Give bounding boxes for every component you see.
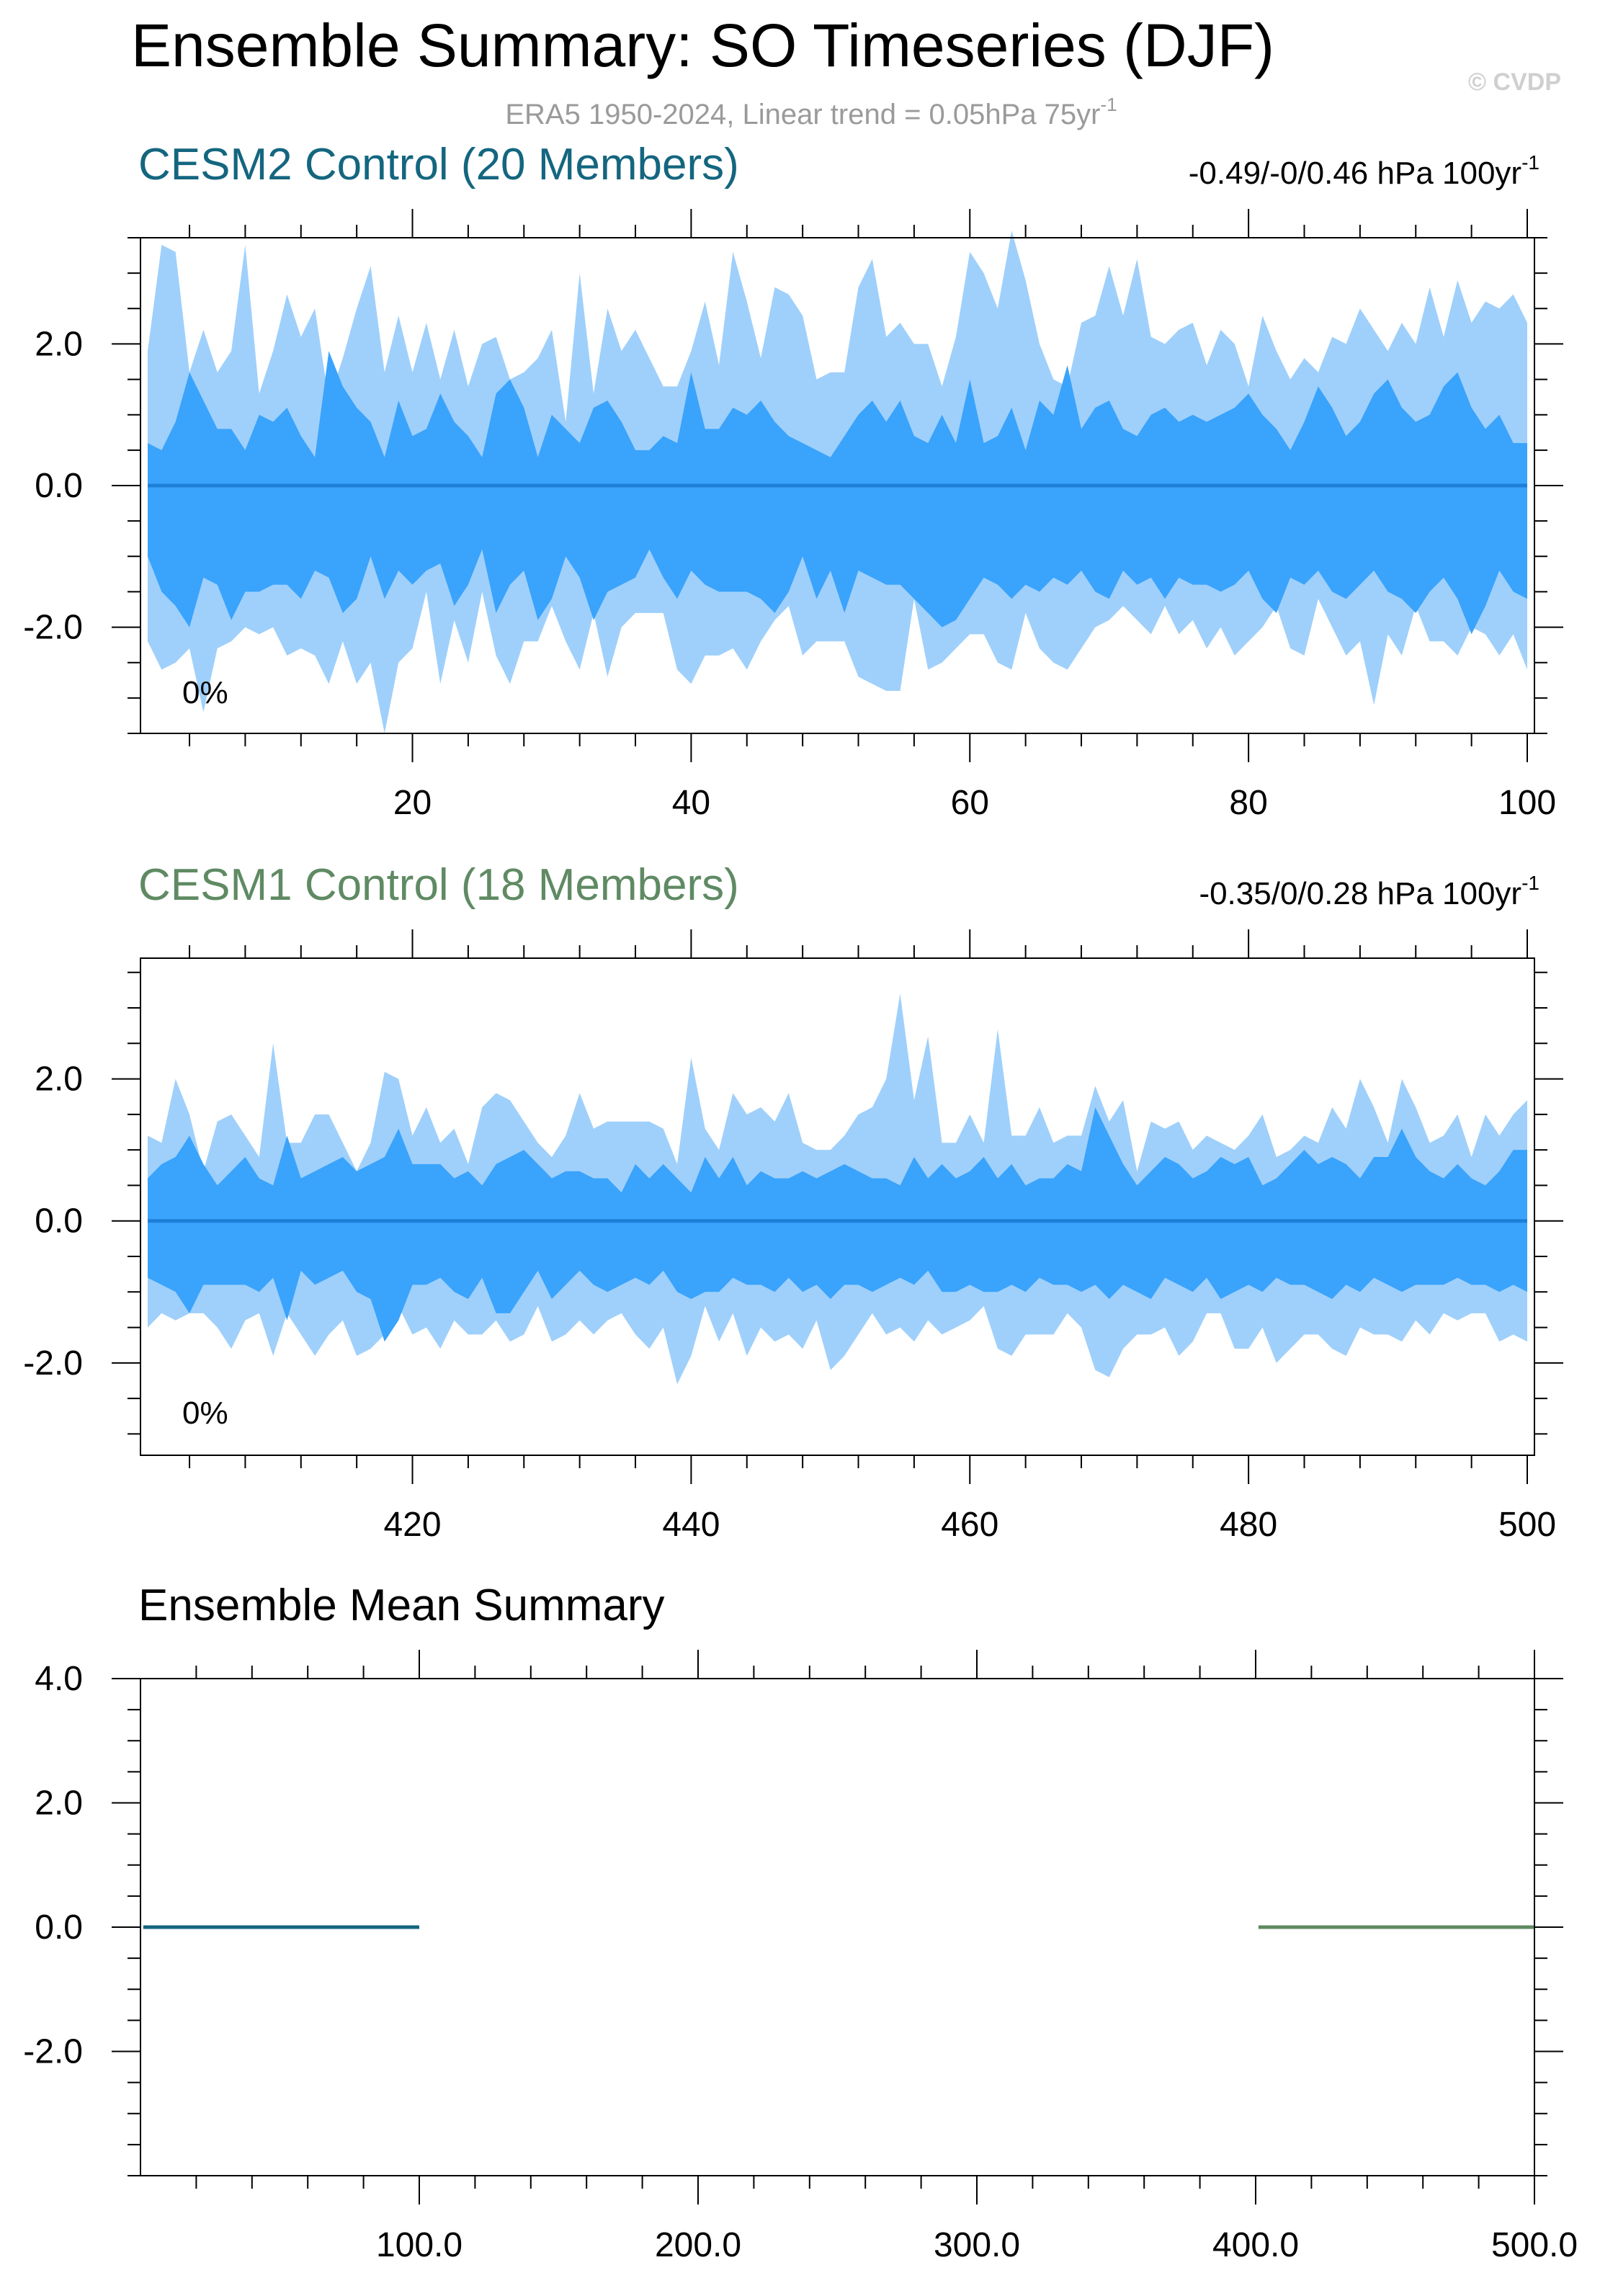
y-tick-label: 2.0 [35, 325, 83, 363]
panel1-trend: -0.49/-0/0.46 hPa 100yr-1 [1189, 151, 1539, 191]
panel2-trend-text: -0.35/0/0.28 hPa 100yr [1199, 876, 1521, 911]
x-tick-label: 40 [672, 784, 710, 822]
panel1-trend-text: -0.49/-0/0.46 hPa 100yr [1189, 156, 1521, 191]
x-tick-label: 420 [383, 1506, 441, 1544]
inner-band-area [148, 351, 1527, 635]
y-tick-label: 0.0 [35, 467, 83, 505]
y-tick-label: 2.0 [35, 1060, 83, 1099]
x-tick-label: 20 [393, 784, 432, 822]
y-tick-label: -2.0 [23, 2033, 83, 2071]
x-tick-label: 100 [1498, 784, 1556, 822]
x-tick-label: 500 [1498, 1506, 1556, 1544]
watermark: © CVDP [1468, 68, 1561, 96]
subtitle-sup: -1 [1101, 94, 1117, 115]
y-tick-label: 0.0 [35, 1202, 83, 1241]
x-tick-label: 200.0 [655, 2226, 741, 2264]
panel2-trend-sup: -1 [1521, 872, 1539, 894]
x-tick-label: 100.0 [376, 2226, 462, 2264]
panel1-percent: 0% [182, 675, 228, 710]
x-tick-label: 480 [1220, 1506, 1277, 1544]
panel3-title: Ensemble Mean Summary [138, 1581, 665, 1630]
inner-band-area [148, 1107, 1527, 1342]
panel2-trend: -0.35/0/0.28 hPa 100yr-1 [1199, 872, 1539, 911]
panel1-plot: -2.0 0.0 2.0 20 40 60 80 100 [23, 209, 1563, 822]
x-tick-label: 400.0 [1212, 2226, 1299, 2264]
panel1-trend-sup: -1 [1521, 151, 1539, 174]
subtitle: ERA5 1950-2024, Linear trend = 0.05hPa 7… [505, 94, 1117, 130]
x-tick-label: 80 [1229, 784, 1267, 822]
y-tick-label: 2.0 [35, 1784, 83, 1823]
y-tick-label: 4.0 [35, 1660, 83, 1698]
panel2-plot: -2.0 0.0 2.0 420 440 460 480 500 [23, 929, 1563, 1544]
x-tick-label: 460 [941, 1506, 998, 1544]
x-tick-label: 60 [951, 784, 989, 822]
panel3-plot: -2.0 0.0 2.0 4.0 100.0 200.0 300.0 400.0 500.0 [23, 1650, 1578, 2264]
panel1-title: CESM2 Control (20 Members) [138, 140, 739, 189]
panel2-title: CESM1 Control (18 Members) [138, 860, 739, 910]
x-tick-label: 440 [662, 1506, 720, 1544]
plot-frame [140, 957, 1535, 1456]
y-tick-label: -2.0 [23, 609, 83, 647]
x-tick-label: 300.0 [934, 2226, 1020, 2264]
x-tick-label: 500.0 [1491, 2226, 1578, 2264]
y-tick-label: 0.0 [35, 1908, 83, 1947]
subtitle-text: ERA5 1950-2024, Linear trend = 0.05hPa 7… [505, 99, 1100, 130]
panel2-percent: 0% [182, 1395, 228, 1431]
y-tick-label: -2.0 [23, 1344, 83, 1382]
main-title: Ensemble Summary: SO Timeseries (DJF) [131, 12, 1274, 79]
